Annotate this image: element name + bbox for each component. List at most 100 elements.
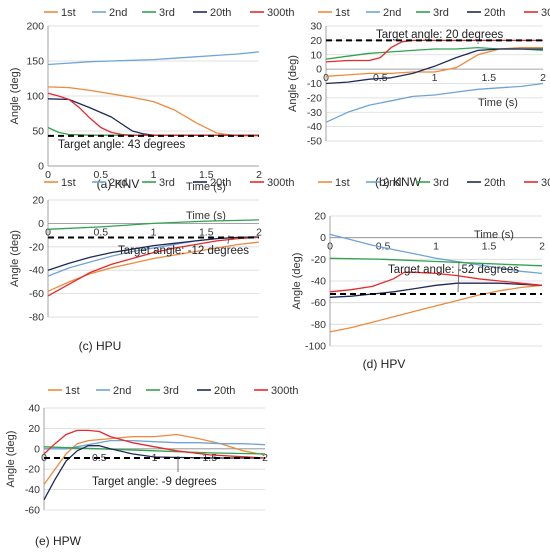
legend-label: 20th: [210, 177, 231, 189]
x-tick-label: 0: [45, 226, 51, 238]
series-line-3rd: [43, 446, 266, 455]
series-line-2nd: [44, 439, 266, 450]
legend-label: 2nd: [383, 7, 401, 19]
x-axis-label: Time (s): [478, 97, 518, 109]
x-axis-label: Time (s): [186, 210, 226, 222]
y-tick-label: -30: [307, 107, 322, 119]
y-tick-label: 30: [310, 21, 322, 33]
legend-label: 2nd: [383, 177, 401, 189]
target-annotation: Target angle: -52 degrees: [388, 264, 519, 276]
series-line-2nd: [329, 233, 543, 275]
x-axis-label: Time (s): [186, 181, 226, 193]
legend: 1st 2nd 3rd 20th 300th: [44, 7, 295, 19]
y-axis-label: Angle (deg): [9, 68, 21, 125]
x-tick-label: 1.5: [481, 72, 496, 84]
y-tick-label: -20: [311, 254, 326, 266]
y-tick-label: 20: [314, 211, 326, 223]
y-tick-label: 200: [26, 21, 44, 33]
x-tick-label: 0: [323, 72, 329, 84]
series-line-20th: [47, 98, 259, 136]
y-tick-label: 0: [34, 443, 40, 455]
x-tick-label: 0: [327, 241, 333, 253]
legend-label: 300th: [267, 177, 295, 189]
legend-label: 3rd: [159, 177, 175, 189]
series-line-3rd: [329, 257, 543, 267]
y-tick-label: -60: [311, 297, 326, 309]
y-tick-label: 0: [320, 232, 326, 244]
y-tick-label: -40: [25, 484, 40, 496]
x-tick-label: 1.5: [199, 169, 214, 181]
legend-label: 300th: [271, 385, 299, 397]
y-tick-label: -60: [29, 288, 44, 300]
y-axis-label: Angle (deg): [5, 431, 17, 488]
x-axis-label: Time (s): [474, 229, 514, 241]
y-axis-label: Angle (deg): [9, 230, 21, 287]
series-line-3rd: [47, 219, 260, 230]
y-tick-label: 20: [28, 423, 40, 435]
y-tick-label: 100: [26, 91, 44, 103]
panel-caption: (b) KNW: [375, 175, 422, 189]
legend-label: 1st: [61, 177, 76, 189]
y-tick-label: -20: [25, 464, 40, 476]
series-line-300th: [325, 39, 543, 63]
series-line-300th: [47, 236, 260, 297]
legend-label: 3rd: [433, 177, 449, 189]
panel-caption: (d) HPV: [363, 357, 406, 371]
y-tick-label: -40: [29, 265, 44, 277]
y-tick-label: -20: [29, 241, 44, 253]
y-tick-label: -40: [307, 121, 322, 133]
y-tick-label: 40: [28, 403, 40, 415]
legend: 1st 2nd 3rd 20th 300th: [44, 177, 295, 189]
series-line-300th: [47, 92, 259, 136]
series-line-300th: [43, 429, 266, 459]
legend-label: 2nd: [109, 7, 127, 19]
series-line-20th: [329, 282, 543, 298]
series-line-2nd: [325, 82, 544, 123]
target-annotation: Target angle: -9 degrees: [92, 476, 217, 488]
legend-label: 20th: [484, 177, 505, 189]
legend-label: 3rd: [433, 7, 449, 19]
y-axis-label: Angle (deg): [291, 253, 303, 310]
legend-label: 300th: [267, 7, 295, 19]
legend-label: 20th: [214, 385, 235, 397]
series-line-2nd: [47, 51, 260, 66]
y-tick-label: -50: [307, 136, 322, 148]
x-tick-label: 1.5: [482, 241, 497, 253]
series-line-1st: [329, 284, 543, 333]
x-tick-label: 0.5: [376, 241, 391, 253]
x-tick-label: 2: [256, 226, 262, 238]
series-line-300th: [329, 271, 543, 293]
legend-label: 1st: [335, 7, 350, 19]
y-tick-label: -40: [311, 276, 326, 288]
panel-caption: (e) HPW: [35, 534, 82, 548]
legend: 1st 2nd 3rd 20th 300th: [318, 177, 550, 189]
x-tick-label: 0: [45, 169, 51, 181]
y-tick-label: -20: [307, 92, 322, 104]
legend: 1st 2nd 3rd 20th 300th: [318, 7, 550, 19]
y-tick-label: 0: [38, 218, 44, 230]
series-line-1st: [47, 86, 259, 137]
legend-label: 2nd: [113, 385, 131, 397]
panel-caption: (a) KNV: [97, 177, 140, 191]
legend-label: 1st: [335, 177, 350, 189]
y-tick-label: -10: [307, 78, 322, 90]
x-tick-label: 0.5: [93, 169, 108, 181]
target-arrow: [457, 261, 460, 293]
series-line-1st: [325, 46, 543, 77]
x-tick-label: 1: [151, 169, 157, 181]
y-tick-label: -60: [25, 505, 40, 517]
y-tick-label: 0: [316, 64, 322, 76]
target-annotation: Target angle: 43 degrees: [58, 139, 185, 151]
legend-label: 1st: [65, 385, 80, 397]
target-arrow: [227, 235, 230, 245]
legend-label: 300th: [541, 7, 550, 19]
target-annotation: Target angle: 20 degrees: [376, 29, 503, 41]
panel-caption: (c) HPU: [79, 339, 122, 353]
x-tick-label: 1.5: [199, 226, 214, 238]
y-tick-label: -80: [29, 312, 44, 324]
series-line-20th: [43, 445, 265, 501]
y-tick-label: 150: [26, 56, 44, 68]
